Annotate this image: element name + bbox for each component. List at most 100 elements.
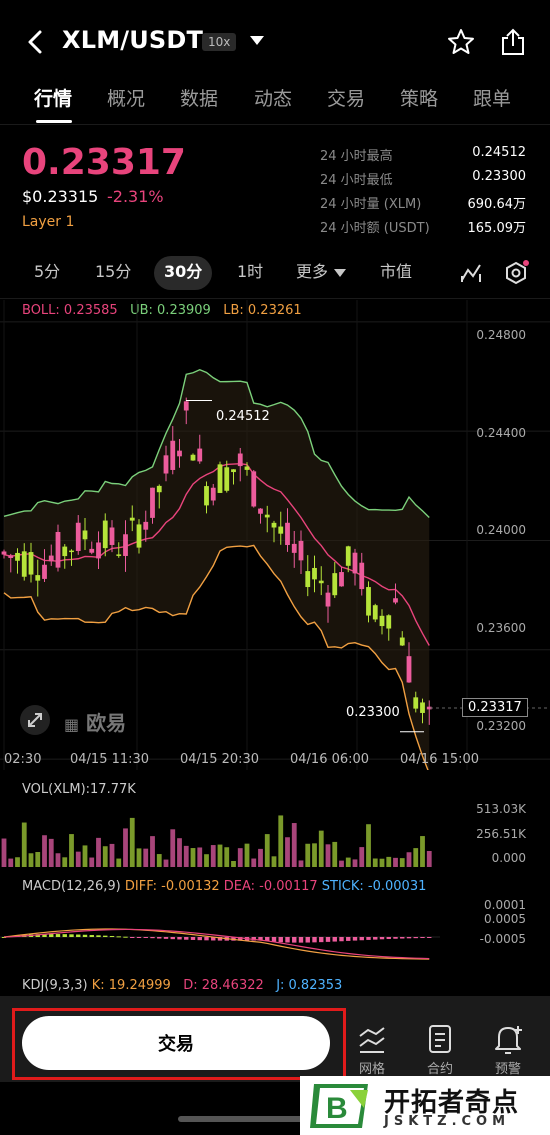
candlestick-chart[interactable]	[0, 300, 550, 770]
candle-body	[136, 524, 142, 548]
tab-bar: 行情 概况 数据 动态 交易 策略 跟单	[0, 84, 550, 124]
volume-bar	[55, 853, 61, 867]
macd-chart[interactable]	[0, 895, 550, 970]
grid-icon[interactable]	[352, 1020, 392, 1060]
candle-body	[170, 440, 176, 470]
volume-bar	[426, 850, 432, 867]
y-tick-label: 0.24000	[476, 523, 526, 537]
y-tick-label: 0.24400	[476, 426, 526, 440]
macd-bar	[55, 934, 61, 937]
contract-label[interactable]: 合约	[426, 1062, 453, 1077]
macd-bar	[190, 937, 196, 940]
contract-icon[interactable]	[420, 1020, 460, 1060]
vol-tick-label: 256.51K	[476, 827, 526, 841]
macd-bar	[393, 937, 398, 939]
trade-button[interactable]: 交易	[22, 1016, 330, 1070]
tab-market[interactable]: 行情	[34, 88, 73, 110]
x-tick-label: 04/16 15:00	[400, 752, 480, 767]
macd-bar	[177, 937, 182, 940]
interval-5m[interactable]: 5分	[34, 262, 61, 281]
volume-bar	[28, 853, 34, 867]
macd-bar	[258, 937, 263, 941]
candle-body	[406, 656, 412, 683]
market-cap-toggle[interactable]: 市值	[380, 262, 413, 281]
interval-more[interactable]: 更多	[296, 262, 329, 281]
grid-label[interactable]: 网格	[358, 1062, 385, 1077]
volume-bar	[406, 852, 412, 867]
trade-button-highlight	[12, 1008, 346, 1080]
candle-body	[109, 527, 115, 545]
macd-bar	[325, 937, 331, 942]
site-name: 开拓者奇点	[384, 1088, 520, 1118]
macd-bar	[143, 937, 148, 938]
okx-watermark-text: 欧易	[86, 711, 127, 735]
macd-bar	[69, 934, 74, 937]
volume-legend: VOL(XLM):17.77K	[22, 782, 136, 797]
candle-body	[224, 467, 230, 491]
volume-bar	[143, 848, 149, 867]
volume-bar	[339, 860, 344, 867]
j-value: J: 0.82353	[276, 978, 343, 993]
macd-bar	[211, 937, 216, 941]
macd-bar	[204, 937, 209, 941]
indicator-icon[interactable]	[460, 262, 484, 288]
share-icon[interactable]	[498, 27, 528, 61]
boll-value: BOLL: 0.23585	[22, 303, 118, 318]
category-tag[interactable]: Layer 1	[22, 214, 75, 230]
candle-body	[271, 522, 277, 528]
alert-label[interactable]: 预警	[494, 1062, 521, 1077]
candle-body	[28, 552, 34, 575]
volume-bar	[116, 858, 122, 867]
stick-value: STICK: -0.00031	[321, 879, 427, 894]
macd-bar	[413, 937, 418, 939]
volume-bar	[251, 858, 257, 867]
stat-value: 0.23300	[472, 169, 526, 184]
candle-body	[183, 401, 189, 411]
chevron-down-icon[interactable]	[334, 269, 346, 277]
volume-bar	[190, 848, 196, 867]
macd-bar	[130, 937, 135, 938]
tab-copy[interactable]: 跟单	[473, 88, 512, 110]
y-tick-label: 0.24800	[476, 328, 526, 342]
macd-bar	[386, 937, 391, 940]
interval-30m[interactable]: 30分	[164, 262, 203, 281]
pair-title[interactable]: XLM/USDT	[62, 26, 204, 54]
volume-bar	[42, 835, 47, 867]
candle-body	[231, 469, 236, 473]
stat-value: 165.09万	[467, 221, 527, 236]
interval-1h[interactable]: 1时	[237, 262, 264, 281]
macd-title: MACD(12,26,9)	[22, 879, 121, 894]
volume-chart[interactable]	[0, 795, 550, 867]
volume-bar	[224, 847, 230, 867]
volume-bar	[325, 844, 331, 867]
candle-body	[305, 571, 311, 588]
volume-bar	[258, 848, 263, 867]
site-domain: JSKTZ.COM	[384, 1114, 511, 1129]
chevron-down-icon[interactable]	[250, 36, 264, 45]
x-tick-label: 04/15 11:30	[70, 752, 150, 767]
back-arrow-icon[interactable]	[22, 28, 50, 56]
diff-value: DIFF: -0.00132	[124, 879, 220, 894]
macd-bar	[62, 934, 67, 937]
tab-data[interactable]: 数据	[180, 88, 219, 110]
stat-value: 0.24512	[472, 145, 526, 160]
star-icon[interactable]	[446, 27, 476, 61]
candle-body	[96, 542, 101, 559]
tab-feed[interactable]: 动态	[254, 88, 293, 110]
macd-bar	[150, 937, 155, 939]
tab-overview[interactable]: 概况	[107, 88, 146, 110]
volume-bar	[177, 838, 182, 867]
volume-bar	[271, 856, 277, 867]
volume-bar	[96, 837, 101, 867]
tab-trade[interactable]: 交易	[327, 88, 366, 110]
x-tick-label: 02:30	[4, 752, 42, 767]
interval-15m[interactable]: 15分	[95, 262, 132, 281]
macd-bar	[373, 937, 378, 940]
settings-icon[interactable]	[503, 260, 529, 290]
alert-bell-icon[interactable]	[488, 1020, 528, 1060]
boll-legend: BOLL: 0.23585 UB: 0.23909 LB: 0.23261	[22, 303, 302, 318]
tab-strategy[interactable]: 策略	[400, 88, 439, 110]
current-price-tag: 0.23317	[462, 698, 528, 717]
expand-icon[interactable]	[20, 705, 50, 735]
volume-bar	[366, 824, 371, 867]
